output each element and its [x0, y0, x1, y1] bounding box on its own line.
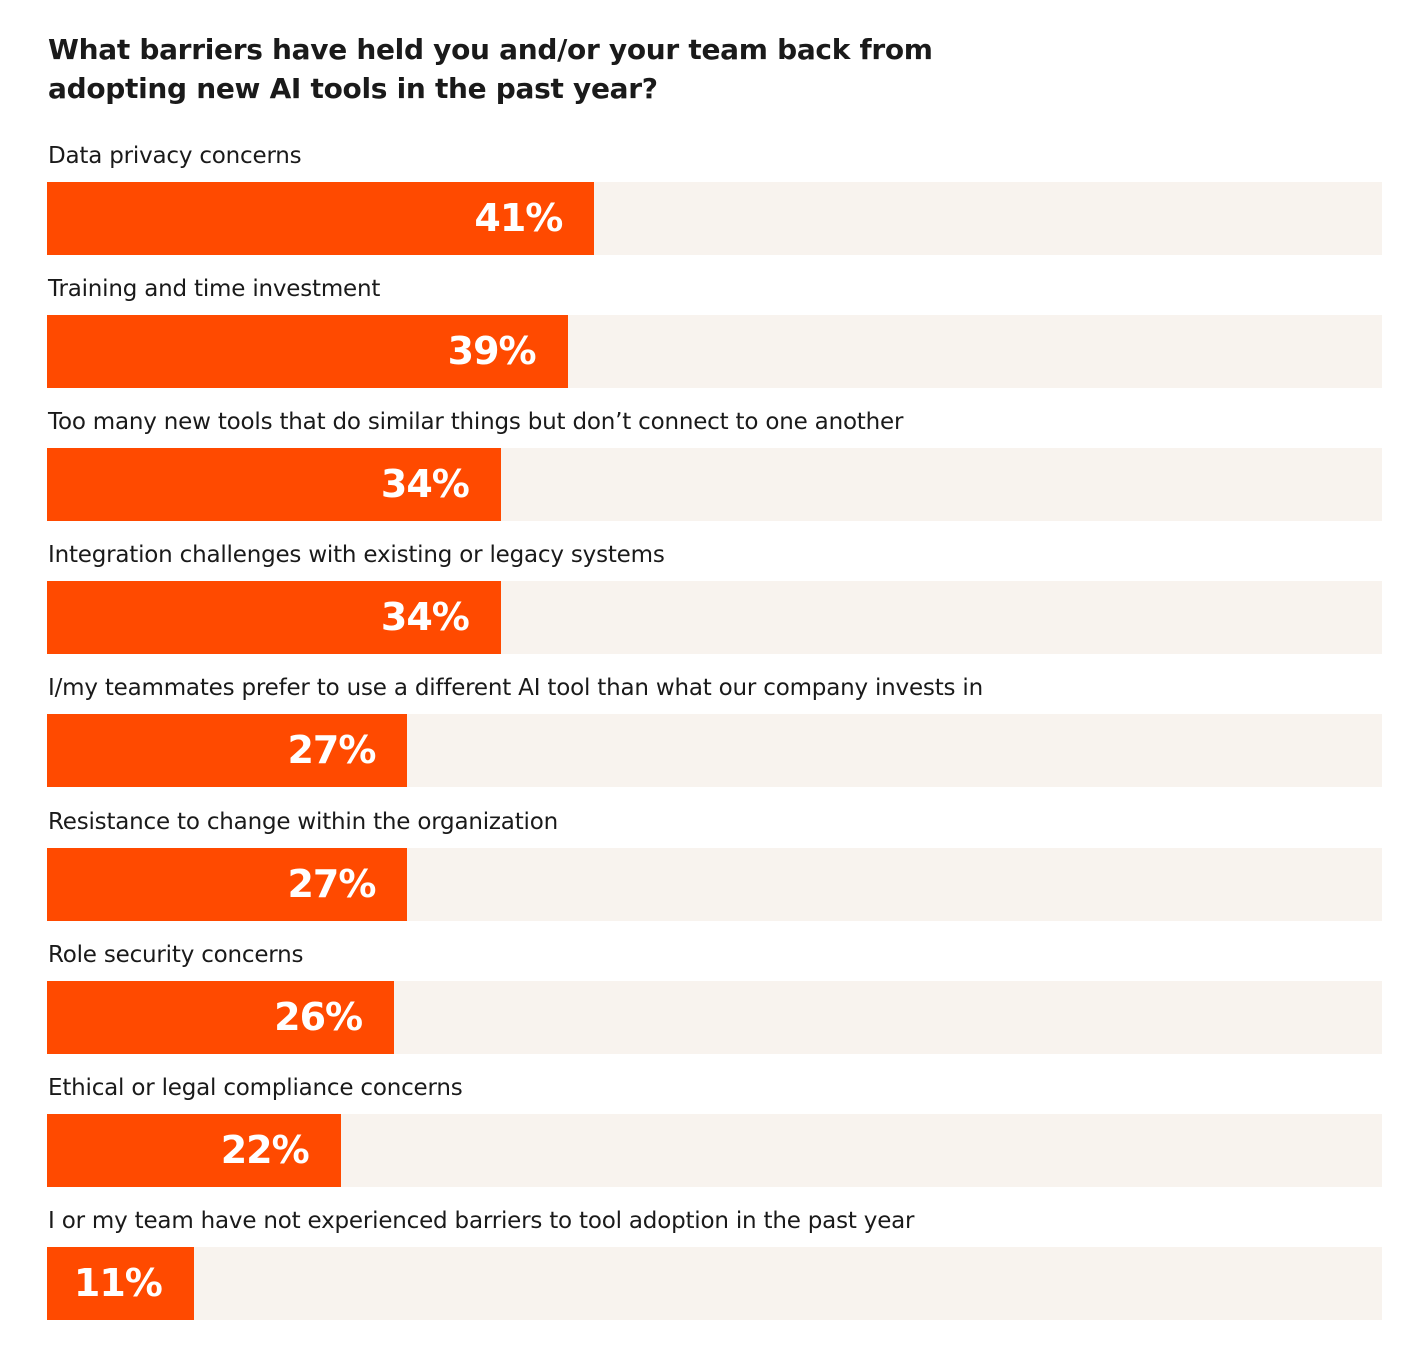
- value-label: 26%: [274, 994, 363, 1039]
- category-label: Ethical or legal compliance concerns: [48, 1074, 463, 1101]
- category-label: I/my teammates prefer to use a different…: [48, 675, 983, 702]
- value-label: 39%: [447, 329, 537, 374]
- category-label: Too many new tools that do similar thing…: [48, 409, 904, 436]
- bar: 34%: [47, 448, 501, 522]
- bar-row: Too many new tools that do similar thing…: [47, 407, 1382, 532]
- bar-row: I or my team have not experienced barrie…: [47, 1206, 1382, 1331]
- bar-track: 26%: [47, 980, 1382, 1054]
- value-label: 34%: [380, 462, 470, 507]
- bar-track: 34%: [47, 448, 1382, 522]
- bar-track: 27%: [47, 714, 1382, 788]
- bar: 11%: [47, 1246, 194, 1320]
- bar-row: I/my teammates prefer to use a different…: [47, 673, 1382, 798]
- category-label: Data privacy concerns: [48, 143, 302, 169]
- bar-row: Role security concerns 26%: [47, 940, 1382, 1065]
- bar-track: 22%: [47, 1113, 1382, 1187]
- category-label: Role security concerns: [48, 941, 304, 968]
- bar-row: Resistance to change within the organiza…: [47, 807, 1382, 932]
- bar-row: Training and time investment 39%: [47, 274, 1382, 399]
- bar-row: Ethical or legal compliance concerns 22%: [47, 1073, 1382, 1198]
- bar: 27%: [47, 847, 408, 921]
- value-label: 27%: [287, 861, 376, 906]
- bar: 27%: [47, 714, 408, 788]
- bar-row: Data privacy concerns 41%: [47, 141, 1382, 266]
- category-label: Integration challenges with existing or …: [48, 542, 665, 569]
- value-label: 34%: [380, 595, 470, 640]
- value-label: 27%: [287, 728, 376, 773]
- value-label: 41%: [474, 196, 563, 240]
- bar: 39%: [47, 315, 568, 389]
- category-label: Resistance to change within the organiza…: [48, 808, 558, 835]
- category-label: I or my team have not experienced barrie…: [48, 1207, 915, 1234]
- bar-track: 34%: [47, 581, 1382, 655]
- bar: 22%: [47, 1113, 341, 1187]
- bar-row: Integration challenges with existing or …: [47, 540, 1382, 665]
- category-label: Training and time investment: [48, 276, 381, 303]
- bar-track: 11%: [47, 1246, 1382, 1320]
- chart-title: What barriers have held you and/or your …: [48, 33, 933, 105]
- bar: 26%: [47, 980, 395, 1054]
- bar: 34%: [47, 581, 501, 655]
- bar-track: 41%: [47, 182, 1382, 255]
- bar-track: 39%: [47, 315, 1382, 389]
- bar-track: 27%: [47, 847, 1382, 921]
- value-label: 11%: [73, 1260, 163, 1305]
- bar: 41%: [47, 182, 595, 255]
- value-label: 22%: [220, 1127, 310, 1172]
